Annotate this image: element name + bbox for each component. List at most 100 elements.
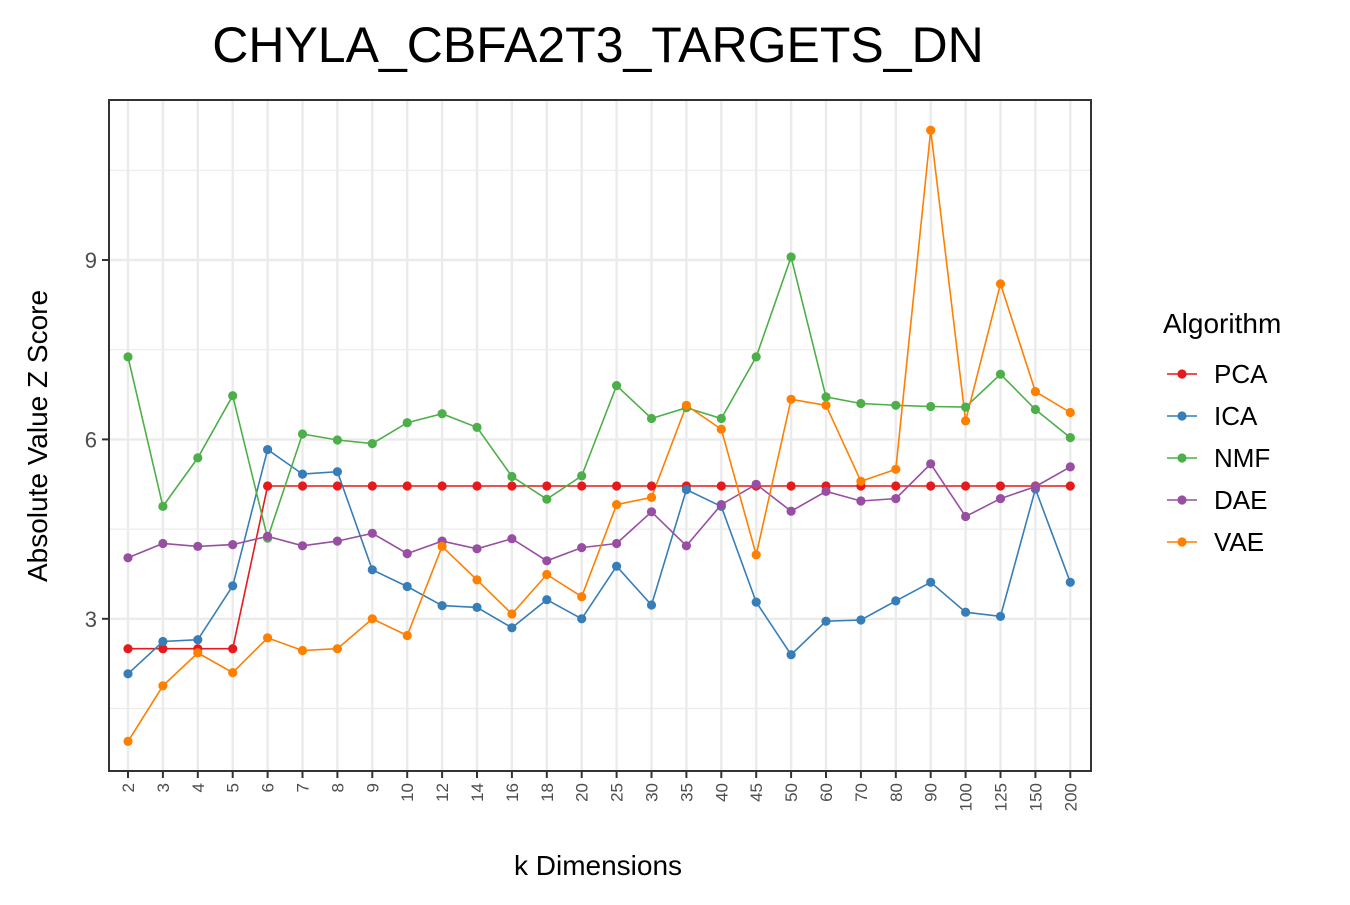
x-tick-label: 12 [433, 783, 452, 802]
data-point-nmf [961, 402, 971, 412]
data-point-vae [751, 550, 761, 560]
data-point-vae [961, 416, 971, 426]
data-point-vae [612, 500, 622, 510]
series-line-ica [127, 448, 1072, 675]
data-point-pca [228, 644, 238, 654]
x-tick-label: 5 [224, 783, 243, 792]
data-point-nmf [193, 453, 203, 463]
x-tick-label: 16 [503, 783, 522, 802]
data-point-vae [856, 476, 866, 486]
data-point-dae [856, 496, 866, 506]
x-tick-label: 45 [747, 783, 766, 802]
data-point-nmf [123, 352, 133, 362]
data-point-vae [1065, 407, 1075, 418]
x-tick-label: 40 [712, 783, 731, 802]
data-point-ica [193, 635, 203, 645]
data-point-nmf [716, 413, 726, 424]
data-point-pca [542, 481, 552, 491]
data-point-nmf [402, 418, 412, 428]
data-point-pca [995, 481, 1006, 491]
data-point-ica [926, 577, 936, 587]
data-point-pca [437, 481, 447, 491]
data-point-pca [402, 481, 412, 491]
data-point-nmf [926, 401, 936, 412]
data-point-nmf [437, 409, 447, 419]
data-point-vae [437, 541, 447, 552]
data-point-dae [821, 486, 831, 496]
legend-label-nmf: NMF [1214, 443, 1270, 473]
data-point-dae [367, 528, 377, 538]
x-tick-label: 18 [538, 783, 557, 802]
legend-label-vae: VAE [1214, 527, 1264, 557]
data-point-ica [472, 602, 482, 613]
data-point-dae [926, 459, 936, 469]
x-tick-label: 30 [643, 783, 662, 802]
x-tick-label: 7 [294, 783, 313, 792]
data-point-dae [716, 500, 726, 510]
data-point-dae [472, 544, 482, 554]
legend: PCA ICA NMF DAE VAE [1167, 359, 1270, 557]
data-point-dae [297, 541, 308, 551]
data-point-pca [786, 481, 796, 491]
data-point-pca [716, 481, 726, 491]
x-tick-label: 10 [398, 783, 417, 802]
data-point-dae [332, 536, 342, 546]
data-point-ica [612, 561, 622, 571]
x-tick-label: 9 [363, 783, 382, 792]
data-point-vae [367, 614, 377, 624]
legend-label-dae: DAE [1214, 485, 1267, 515]
x-tick-label: 3 [154, 783, 173, 792]
data-point-vae [158, 681, 168, 691]
data-point-vae [926, 125, 936, 135]
data-point-vae [123, 736, 133, 747]
data-point-ica [577, 614, 587, 624]
x-tick-label: 6 [259, 783, 278, 792]
data-point-dae [263, 531, 273, 541]
data-point-nmf [228, 391, 238, 401]
data-point-vae [297, 645, 308, 656]
data-point-ica [786, 650, 796, 660]
data-point-nmf [821, 392, 831, 402]
data-point-vae [542, 569, 552, 580]
data-point-ica [367, 565, 377, 575]
data-point-ica [751, 597, 761, 607]
data-point-dae [542, 556, 552, 566]
data-point-ica [542, 595, 552, 605]
data-point-ica [263, 445, 273, 455]
data-point-nmf [891, 400, 901, 410]
data-point-ica [228, 581, 238, 591]
data-point-pca [891, 481, 901, 491]
series-lines [127, 130, 1072, 742]
x-tick-label: 90 [922, 783, 941, 802]
legend-key-point-pca [1177, 369, 1187, 379]
data-point-vae [263, 633, 273, 643]
x-tick-label: 150 [1026, 783, 1045, 811]
data-point-vae [402, 630, 412, 641]
y-tick-label: 3 [85, 607, 97, 632]
data-point-pca [1065, 481, 1075, 491]
data-point-vae [716, 424, 726, 434]
data-point-vae [193, 648, 203, 658]
x-tick-label: 70 [852, 783, 871, 802]
x-tick-label: 50 [782, 783, 801, 802]
data-point-ica [681, 485, 692, 495]
data-point-vae [891, 464, 901, 474]
data-point-dae [1065, 462, 1075, 472]
x-tick-label: 8 [328, 783, 347, 792]
data-point-dae [158, 538, 168, 549]
legend-key-point-vae [1177, 537, 1187, 547]
data-point-dae [612, 538, 622, 549]
data-point-dae [891, 494, 901, 504]
x-tick-label: 125 [992, 783, 1011, 811]
data-point-ica [158, 636, 168, 647]
data-point-pca [367, 481, 377, 491]
data-point-nmf [542, 494, 552, 504]
data-point-pca [123, 644, 133, 654]
data-point-nmf [332, 435, 342, 445]
data-point-ica [646, 600, 657, 610]
data-point-pca [332, 481, 342, 491]
data-point-pca [646, 481, 657, 491]
data-point-pca [472, 481, 482, 491]
data-point-dae [995, 494, 1006, 504]
